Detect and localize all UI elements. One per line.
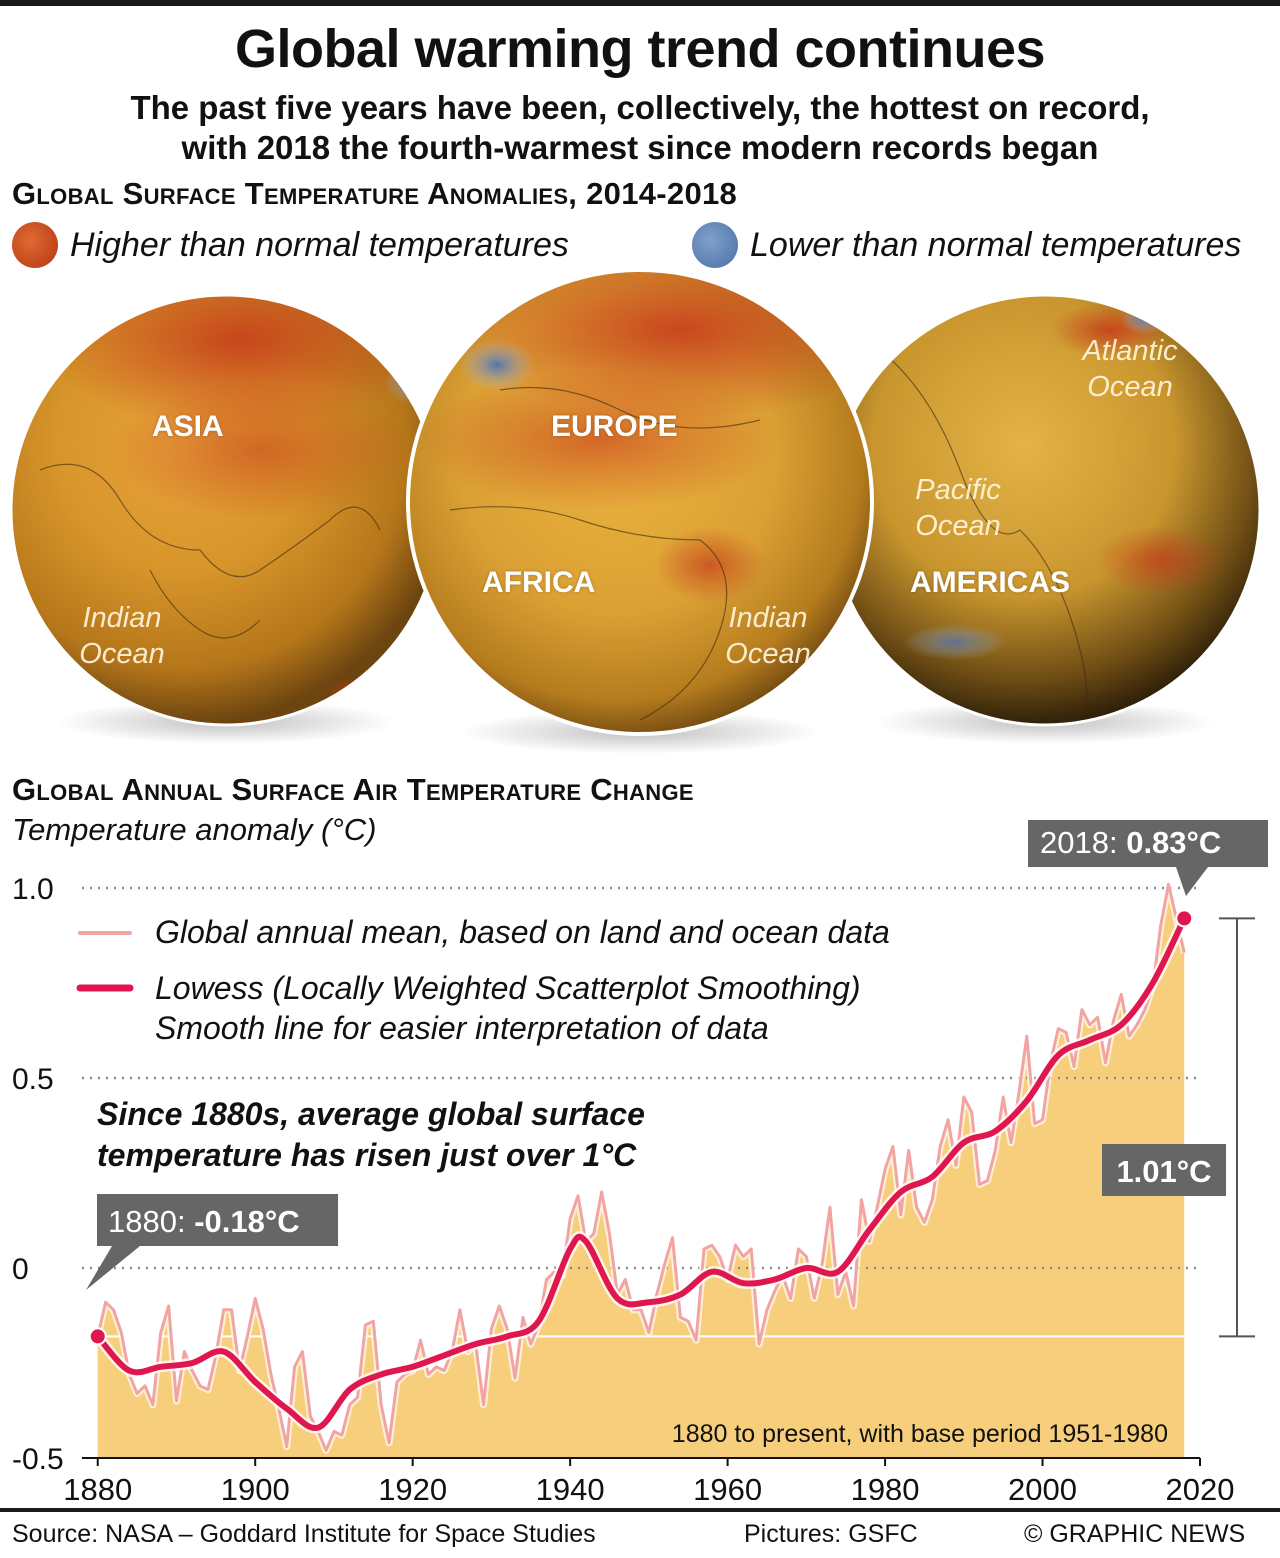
x-tick-label: 1880	[63, 1472, 132, 1500]
ocean-line: Pacific	[915, 474, 1001, 506]
subtitle-line-2: with 2018 the fourth-warmest since moder…	[181, 129, 1099, 166]
callout-1880-text: 1880: -0.18°C	[108, 1204, 300, 1239]
x-tick-label: 1940	[536, 1472, 605, 1500]
y-tick-label: -0.5	[12, 1443, 64, 1476]
label-asia: ASIA	[152, 410, 224, 443]
lower-swatch	[692, 222, 738, 268]
label-indian-ocean-2: Indian Ocean	[708, 600, 828, 672]
higher-swatch	[12, 222, 58, 268]
copyright-credit: © GRAPHIC NEWS	[1024, 1520, 1246, 1548]
callout-2018-label: 2018:	[1040, 825, 1126, 860]
label-americas: AMERICAS	[910, 566, 1071, 599]
y-tick-label: 1.0	[12, 873, 54, 906]
rise-box	[1102, 1144, 1226, 1196]
label-africa: AFRICA	[482, 566, 596, 599]
callout-1880-pointer	[86, 1246, 140, 1290]
globes-illustration	[9, 270, 1262, 754]
map-section-title: Global Surface Temperature Anomalies, 20…	[12, 176, 738, 211]
rise-label: 1.01°C	[1116, 1154, 1211, 1189]
label-europe: EUROPE	[551, 410, 678, 443]
callout-2018-text: 2018: 0.83°C	[1040, 825, 1221, 860]
x-tick-label: 1900	[221, 1472, 290, 1500]
bottom-rule	[0, 1508, 1280, 1512]
callout-1880-box	[97, 1194, 338, 1246]
note-line-2: temperature has risen just over 1°C	[97, 1137, 637, 1173]
legend-annual-label: Global annual mean, based on land and oc…	[155, 914, 890, 950]
legend-lowess-label-2: Smooth line for easier interpretation of…	[155, 1010, 769, 1046]
label-indian-ocean-1: Indian Ocean	[62, 600, 182, 672]
y-axis-label: Temperature anomaly (°C)	[12, 812, 377, 847]
y-tick-label: 0.5	[12, 1063, 54, 1096]
ocean-line: Ocean	[79, 638, 165, 670]
legend-lower: Lower than normal temperatures	[692, 222, 1241, 268]
page-subtitle: The past five years have been, collectiv…	[60, 88, 1220, 168]
legend-higher-label: Higher than normal temperatures	[70, 225, 569, 264]
point-1880	[88, 1327, 107, 1346]
x-tick-label: 1980	[851, 1472, 920, 1500]
top-rule	[0, 0, 1280, 6]
callout-2018-box	[1028, 820, 1268, 867]
source-credit: Source: NASA – Goddard Institute for Spa…	[12, 1520, 596, 1548]
page-title: Global warming trend continues	[234, 19, 1046, 79]
x-tick-label: 2020	[1166, 1472, 1235, 1500]
label-pacific-ocean: Pacific Ocean	[898, 472, 1018, 544]
point-2018	[1175, 909, 1194, 928]
pictures-credit: Pictures: GSFC	[744, 1520, 918, 1548]
base-period-note: 1880 to present, with base period 1951-1…	[672, 1420, 1168, 1448]
ocean-line: Atlantic	[1082, 335, 1178, 367]
label-atlantic-ocean: Atlantic Ocean	[1068, 333, 1192, 405]
legend-higher: Higher than normal temperatures	[12, 222, 569, 268]
legend-lower-label: Lower than normal temperatures	[750, 225, 1242, 264]
ocean-line: Ocean	[725, 638, 811, 670]
ocean-line: Ocean	[1087, 371, 1173, 403]
y-tick-label: 0	[12, 1253, 29, 1286]
chart-section-title: Global Annual Surface Air Temperature Ch…	[12, 772, 694, 807]
callout-2018-pointer	[1176, 867, 1208, 896]
legend-lowess-label-1: Lowess (Locally Weighted Scatterplot Smo…	[155, 970, 861, 1006]
ocean-line: Ocean	[915, 510, 1001, 542]
x-tick-label: 1920	[378, 1472, 447, 1500]
area-fill	[97, 884, 1185, 1458]
globe-europe-africa	[408, 270, 872, 734]
ocean-line: Indian	[728, 602, 808, 634]
callout-2018-value: 0.83°C	[1126, 825, 1221, 860]
callout-1880-value: -0.18°C	[194, 1204, 299, 1239]
x-tick-label: 2000	[1008, 1472, 1077, 1500]
subtitle-line-1: The past five years have been, collectiv…	[130, 89, 1150, 126]
globe-americas	[830, 295, 1260, 725]
callout-1880-label: 1880:	[108, 1204, 194, 1239]
x-tick-label: 1960	[693, 1472, 762, 1500]
lowess-line	[94, 915, 1188, 1431]
ocean-line: Indian	[82, 602, 162, 634]
note-line-1: Since 1880s, average global surface	[97, 1096, 645, 1132]
